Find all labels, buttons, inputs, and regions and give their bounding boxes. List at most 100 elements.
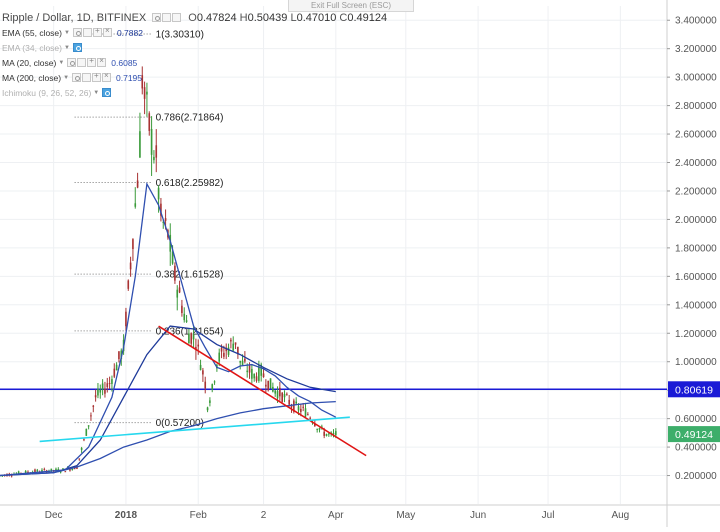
add-icon[interactable] bbox=[92, 71, 102, 82]
moving-average-line bbox=[0, 325, 336, 477]
candle-body bbox=[202, 370, 204, 375]
candle-body bbox=[134, 203, 137, 207]
candle-body bbox=[143, 87, 146, 99]
visibility-icon[interactable] bbox=[67, 58, 77, 67]
price-tick-label: 1.400000 bbox=[675, 300, 717, 311]
moving-average-line bbox=[0, 181, 337, 477]
candle-body bbox=[190, 333, 193, 344]
indicator-label[interactable]: MA (200, close) bbox=[2, 72, 62, 83]
indicator-label[interactable]: Ichimoku (9, 26, 52, 26) bbox=[2, 87, 92, 98]
candle-body bbox=[230, 339, 232, 342]
candle-body bbox=[115, 364, 118, 371]
candle-body bbox=[153, 156, 155, 161]
price-tick-label: 2.600000 bbox=[675, 130, 717, 141]
candle-body bbox=[85, 428, 88, 436]
candle-body bbox=[24, 470, 27, 474]
candle-body bbox=[272, 386, 274, 392]
candle-body bbox=[146, 91, 148, 95]
candle-body bbox=[43, 469, 46, 471]
visibility-icon[interactable] bbox=[72, 73, 82, 82]
symbol-title[interactable]: Ripple / Dollar, 1D, BITFINEX bbox=[2, 11, 147, 24]
support-trendline[interactable] bbox=[39, 416, 350, 443]
indicator-row: EMA (34, close) ▼ bbox=[2, 40, 387, 55]
price-tick-label: 2.400000 bbox=[675, 158, 717, 169]
resistance-trendline[interactable] bbox=[158, 325, 367, 457]
candle-body bbox=[157, 187, 160, 200]
candle-body bbox=[127, 280, 130, 289]
candle-body bbox=[10, 475, 13, 477]
candle-body bbox=[206, 407, 209, 411]
candle-body bbox=[69, 468, 71, 471]
chevron-down-icon[interactable]: ▼ bbox=[64, 29, 70, 36]
remove-icon[interactable] bbox=[102, 26, 112, 37]
candle-body bbox=[213, 381, 216, 383]
candle-body bbox=[34, 469, 36, 472]
price-tick-label: 1.200000 bbox=[675, 329, 717, 340]
indicator-label[interactable]: EMA (34, close) bbox=[2, 42, 62, 53]
candle-body bbox=[64, 471, 67, 473]
candle-body bbox=[307, 414, 309, 416]
candle-body bbox=[323, 431, 325, 436]
fib-level-label: 0.786(2.71864) bbox=[156, 113, 224, 124]
remove-icon[interactable] bbox=[97, 56, 107, 67]
time-tick-label: May bbox=[396, 510, 415, 521]
visibility-off-icon[interactable] bbox=[102, 88, 112, 97]
candle-body bbox=[232, 343, 235, 351]
price-tick-label: 2.200000 bbox=[675, 186, 717, 197]
candle-body bbox=[204, 381, 207, 389]
chevron-down-icon[interactable]: ▼ bbox=[58, 59, 65, 66]
candle-body bbox=[209, 400, 211, 403]
candle-body bbox=[241, 360, 244, 366]
candle-body bbox=[274, 390, 277, 394]
candle-body bbox=[87, 425, 90, 427]
exit-fullscreen-button[interactable]: Exit Full Screen (ESC) bbox=[288, 0, 414, 12]
add-icon[interactable] bbox=[87, 56, 97, 67]
ohlc-open: 0.47824 bbox=[196, 11, 237, 24]
horizontal-level-badge-label: 0.80619 bbox=[675, 384, 713, 396]
last-price-badge-label: 0.49124 bbox=[675, 429, 713, 441]
time-tick-label: Apr bbox=[328, 510, 344, 521]
candle-body bbox=[300, 408, 302, 412]
symbol-row: Ripple / Dollar, 1D, BITFINEX O0.47824 H… bbox=[2, 10, 387, 25]
settings-icon[interactable] bbox=[77, 58, 87, 67]
candle-body bbox=[150, 128, 153, 155]
candle-body bbox=[335, 431, 337, 436]
settings-icon[interactable] bbox=[82, 28, 92, 37]
remove-icon[interactable] bbox=[102, 71, 112, 82]
price-tick-label: 1.600000 bbox=[675, 272, 717, 283]
candle-body bbox=[162, 221, 165, 223]
indicator-label[interactable]: MA (20, close) bbox=[2, 57, 57, 68]
candle-body bbox=[41, 469, 43, 472]
candle-body bbox=[78, 458, 81, 460]
candle-body bbox=[113, 368, 116, 377]
chevron-down-icon[interactable]: ▼ bbox=[93, 89, 100, 96]
candle-body bbox=[253, 373, 256, 379]
settings-icon[interactable] bbox=[82, 73, 92, 82]
candle-body bbox=[50, 468, 53, 472]
indicator-value: 0.7882 bbox=[116, 27, 143, 38]
horizontal-level-badge bbox=[668, 381, 720, 398]
candle-body bbox=[83, 439, 85, 441]
chevron-down-icon[interactable]: ▼ bbox=[64, 44, 70, 51]
candle-body bbox=[218, 352, 221, 362]
candle-body bbox=[118, 351, 120, 360]
indicator-row: Ichimoku (9, 26, 52, 26) ▼ bbox=[2, 85, 387, 100]
last-price-badge bbox=[668, 426, 720, 443]
add-icon[interactable] bbox=[92, 26, 102, 37]
symbol-buttons bbox=[152, 13, 182, 22]
candle-body bbox=[318, 428, 321, 430]
settings-icon[interactable] bbox=[162, 13, 172, 22]
moving-average-line bbox=[0, 400, 336, 477]
visibility-icon[interactable] bbox=[72, 28, 82, 37]
candle-body bbox=[237, 346, 239, 355]
indicator-label[interactable]: EMA (55, close) bbox=[2, 27, 62, 38]
candle-body bbox=[223, 352, 225, 357]
candle-body bbox=[71, 468, 74, 471]
chevron-down-icon[interactable]: ▼ bbox=[63, 74, 70, 81]
visibility-off-icon[interactable] bbox=[72, 43, 82, 52]
format-icon[interactable] bbox=[172, 13, 182, 22]
candle-body bbox=[181, 305, 183, 314]
visibility-icon[interactable] bbox=[152, 13, 162, 22]
